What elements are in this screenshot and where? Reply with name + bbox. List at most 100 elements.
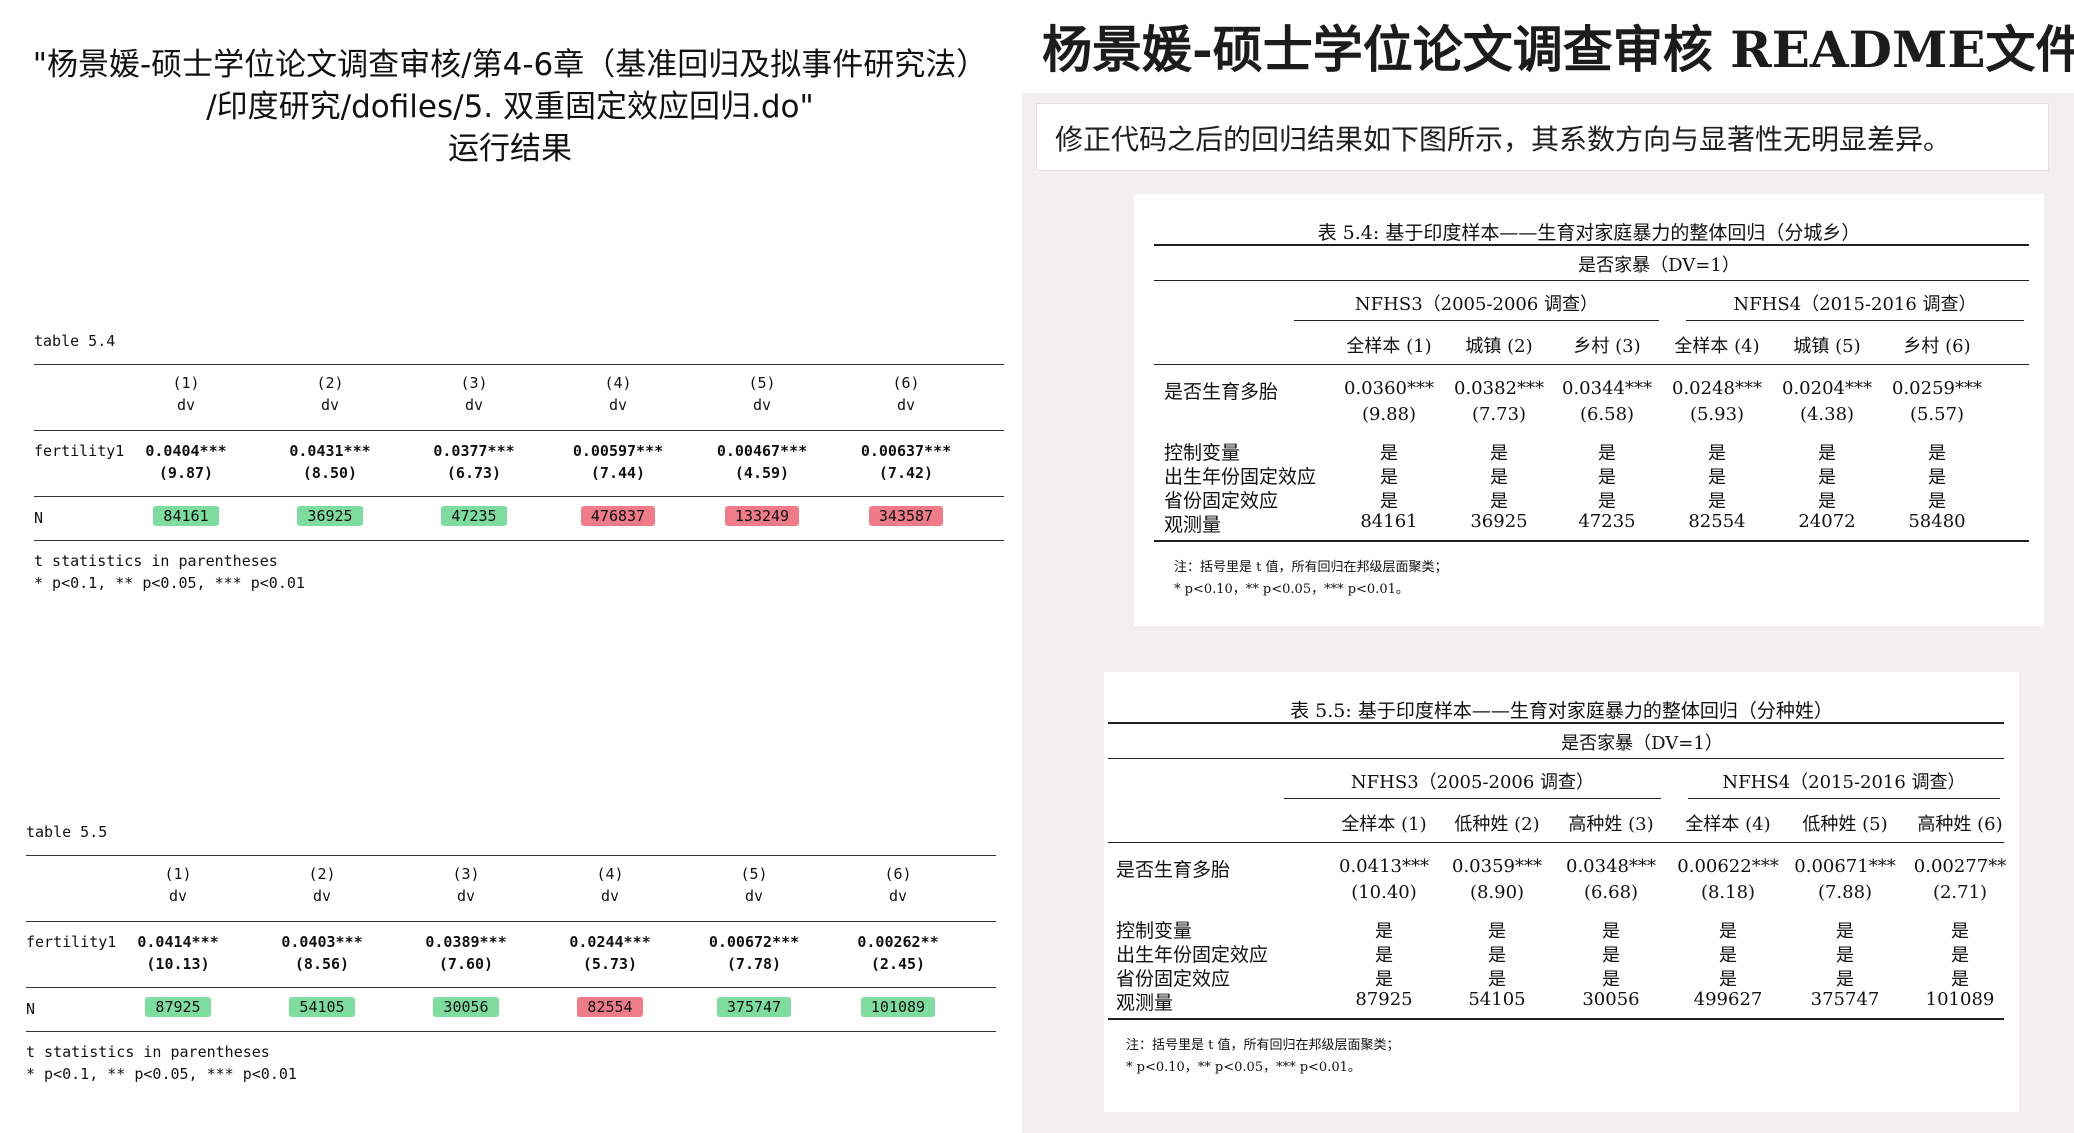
column-header: 全样本 (4) <box>1685 814 1771 835</box>
control-indicator: 是 <box>1490 467 1508 488</box>
column-number: (5) <box>748 374 776 392</box>
t-statistic: (8.90) <box>1469 882 1525 903</box>
control-indicator: 是 <box>1818 443 1836 464</box>
control-indicator: 是 <box>1488 945 1506 966</box>
column-depvar: dv <box>752 396 772 414</box>
n-label: N <box>34 509 44 527</box>
coef-rule <box>34 496 1004 497</box>
observation-count-cell: 375747 <box>694 997 814 1017</box>
group-rule-nfhs3 <box>1294 320 1659 321</box>
table-label: table 5.5 <box>26 823 108 841</box>
dv-rule <box>1154 280 2029 281</box>
observation-count: 87925 <box>1355 989 1413 1010</box>
column-depvar: dv <box>600 887 620 905</box>
coefficient: 0.00262** <box>857 933 939 951</box>
t-statistic: (7.88) <box>1817 882 1873 903</box>
stata-output-panel: "杨景媛-硕士学位论文调查审核/第4-6章（基准回归及拟事件研究法） /印度研究… <box>0 0 1020 1133</box>
coefficient: 0.00467*** <box>716 442 808 460</box>
observation-count-cell: 133249 <box>702 506 822 526</box>
column-header: 全样本 (1) <box>1341 814 1427 835</box>
table-caption: 表 5.5: 基于印度样本——生育对家庭暴力的整体回归（分种姓） <box>1290 700 1833 722</box>
column-header: 高种姓 (6) <box>1917 814 2003 835</box>
table-top-rule <box>1154 244 2029 246</box>
control-indicator: 是 <box>1928 491 1946 512</box>
row-label: 是否生育多胎 <box>1116 859 1231 881</box>
row-label: fertility1 <box>34 442 125 460</box>
column-number: (3) <box>452 865 480 883</box>
observation-count: 82554 <box>577 997 643 1017</box>
column-depvar: dv <box>312 887 332 905</box>
survey-group-nfhs3: NFHS3（2005-2006 调查） <box>1350 772 1595 793</box>
control-indicator: 是 <box>1951 945 1969 966</box>
paper-table-5-4: 表 5.4: 基于印度样本——生育对家庭暴力的整体回归（分城乡） 是否家暴（DV=… <box>1134 194 2044 626</box>
coefficient: 0.00622*** <box>1677 856 1779 877</box>
t-statistic: (6.58) <box>1579 404 1635 425</box>
t-statistic: (10.40) <box>1351 882 1417 903</box>
coefficient: 0.00637*** <box>860 442 952 460</box>
control-indicator: 是 <box>1490 443 1508 464</box>
column-depvar: dv <box>888 887 908 905</box>
header-rule <box>26 921 996 922</box>
control-indicator: 是 <box>1708 491 1726 512</box>
column-header: 乡村 (6) <box>1903 336 1971 357</box>
observation-count: 101089 <box>1925 989 1995 1010</box>
control-indicator: 是 <box>1375 969 1393 990</box>
observation-count-cell: 54105 <box>262 997 382 1017</box>
control-indicator: 是 <box>1602 921 1620 942</box>
observation-count-cell: 476837 <box>558 506 678 526</box>
table-bottom-rule <box>26 1031 996 1032</box>
control-indicator: 是 <box>1951 921 1969 942</box>
control-indicator: 是 <box>1928 467 1946 488</box>
coefficient: 0.00277** <box>1913 856 2007 877</box>
readme-note-box: 修正代码之后的回归结果如下图所示，其系数方向与显著性无明显差异。 <box>1036 103 2049 171</box>
observation-count: 499627 <box>1693 989 1763 1010</box>
observation-count-cell: 47235 <box>414 506 534 526</box>
table-note: t statistics in parentheses <box>34 552 278 570</box>
table-top-rule <box>26 855 996 856</box>
observation-count: 24072 <box>1798 511 1856 532</box>
dependent-variable-label: 是否家暴（DV=1） <box>1578 255 1740 276</box>
group-rule-nfhs4 <box>1686 320 2024 321</box>
control-indicator: 是 <box>1951 969 1969 990</box>
readme-header: 杨景媛-硕士学位论文调查审核 README文件 <box>1022 0 2074 93</box>
coefficient: 0.0248*** <box>1672 378 1762 399</box>
group-rule-nfhs3 <box>1284 798 1661 799</box>
observation-count-cell: 87925 <box>118 997 238 1017</box>
control-indicator: 是 <box>1708 467 1726 488</box>
observation-count: 87925 <box>145 997 211 1017</box>
control-indicator: 是 <box>1836 921 1854 942</box>
control-indicator: 是 <box>1818 467 1836 488</box>
column-number: (3) <box>460 374 488 392</box>
control-indicator: 是 <box>1719 921 1737 942</box>
column-number: (1) <box>164 865 192 883</box>
control-indicator: 是 <box>1602 945 1620 966</box>
control-row-label: 控制变量 <box>1116 920 1193 942</box>
control-indicator: 是 <box>1375 945 1393 966</box>
observation-count: 36925 <box>1470 511 1528 532</box>
observation-count: 375747 <box>716 997 792 1017</box>
coefficient: 0.0414*** <box>137 933 219 951</box>
title-line: "杨景媛-硕士学位论文调查审核/第4-6章（基准回归及拟事件研究法） <box>32 47 988 83</box>
control-indicator: 是 <box>1928 443 1946 464</box>
t-statistic: (7.44) <box>590 464 646 482</box>
t-statistic: (8.18) <box>1700 882 1756 903</box>
table-note: * p<0.1, ** p<0.05, *** p<0.01 <box>26 1065 297 1083</box>
t-statistic: (8.56) <box>294 955 350 973</box>
t-statistic: (8.50) <box>302 464 358 482</box>
observation-count-cell: 343587 <box>846 506 966 526</box>
t-statistic: (10.13) <box>146 955 210 973</box>
observation-count-cell: 84161 <box>126 506 246 526</box>
t-statistic: (5.57) <box>1909 404 1965 425</box>
control-indicator: 是 <box>1602 969 1620 990</box>
n-label: N <box>26 1000 36 1018</box>
column-depvar: dv <box>608 396 628 414</box>
coefficient: 0.00671*** <box>1794 856 1896 877</box>
readme-note: 修正代码之后的回归结果如下图所示，其系数方向与显著性无明显差异。 <box>1055 123 1952 156</box>
observation-count: 476837 <box>580 506 656 526</box>
column-header: 低种姓 (2) <box>1454 814 1540 835</box>
observation-count: 30056 <box>433 997 499 1017</box>
table-note: 注：括号里是 t 值，所有回归在邦级层面聚类； <box>1126 1038 1400 1053</box>
coefficient: 0.0360*** <box>1344 378 1434 399</box>
t-statistic: (2.71) <box>1932 882 1988 903</box>
control-indicator: 是 <box>1708 443 1726 464</box>
